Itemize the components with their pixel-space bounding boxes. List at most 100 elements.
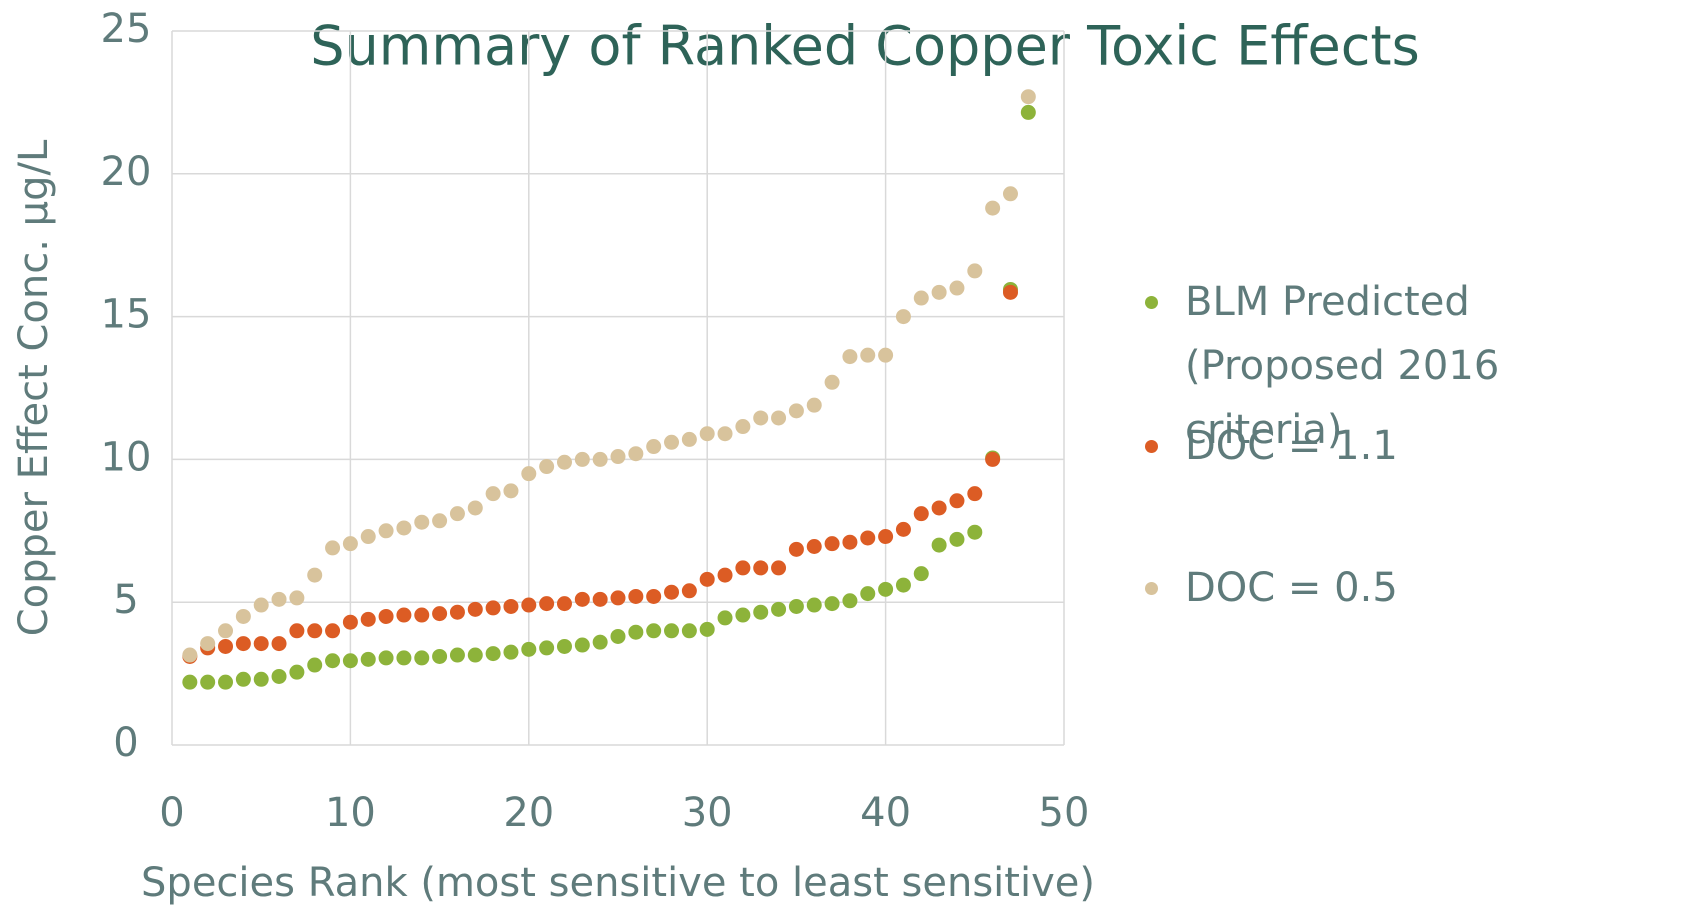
data-point <box>449 604 465 620</box>
legend-item: DOC = 1.1 <box>1145 414 1685 478</box>
data-point <box>218 623 234 639</box>
data-point <box>753 604 769 620</box>
data-point <box>432 648 448 664</box>
data-point <box>985 200 1001 216</box>
data-point <box>967 486 983 502</box>
data-point <box>396 650 412 666</box>
data-point <box>289 623 305 639</box>
data-point <box>414 607 430 623</box>
data-point <box>788 541 804 557</box>
data-point <box>271 636 287 652</box>
data-point <box>699 571 715 587</box>
data-point <box>878 347 894 363</box>
x-tick-label: 50 <box>1039 790 1090 836</box>
data-point <box>735 607 751 623</box>
legend-label: BLM Predicted (Proposed 2016 criteria) <box>1185 279 1500 453</box>
data-point <box>182 674 198 690</box>
data-point <box>610 449 626 465</box>
data-point <box>806 597 822 613</box>
data-point <box>467 500 483 516</box>
data-point <box>717 426 733 442</box>
data-point <box>895 577 911 593</box>
data-point <box>788 598 804 614</box>
data-point <box>610 590 626 606</box>
data-point <box>717 610 733 626</box>
data-point <box>467 601 483 617</box>
data-point <box>628 624 644 640</box>
data-point <box>521 466 537 482</box>
data-point <box>360 651 376 667</box>
x-tick-label: 20 <box>503 790 554 836</box>
data-point <box>414 650 430 666</box>
data-point <box>913 566 929 582</box>
data-point <box>360 529 376 545</box>
data-point <box>949 531 965 547</box>
data-point <box>967 524 983 540</box>
data-point <box>485 486 501 502</box>
data-point <box>485 646 501 662</box>
data-point <box>503 483 519 499</box>
data-point <box>325 653 341 669</box>
data-point <box>860 530 876 546</box>
data-point <box>842 534 858 550</box>
data-point <box>253 636 269 652</box>
y-tick-label: 15 <box>101 292 152 338</box>
data-point <box>610 628 626 644</box>
data-point <box>913 506 929 522</box>
data-point <box>432 513 448 529</box>
data-point <box>200 674 216 690</box>
data-point <box>592 634 608 650</box>
data-point <box>342 653 358 669</box>
data-point <box>1002 284 1018 300</box>
data-point <box>432 606 448 622</box>
data-point <box>646 439 662 455</box>
data-point <box>860 347 876 363</box>
data-point <box>360 611 376 627</box>
data-point <box>271 591 287 607</box>
y-tick-label: 25 <box>101 6 152 52</box>
data-point <box>985 451 1001 467</box>
data-point <box>824 596 840 612</box>
data-point <box>574 591 590 607</box>
legend-label: DOC = 1.1 <box>1185 423 1398 469</box>
data-point <box>414 514 430 530</box>
data-point <box>842 349 858 365</box>
data-point <box>931 537 947 553</box>
data-point <box>664 584 680 600</box>
data-point <box>556 638 572 654</box>
data-point <box>574 637 590 653</box>
data-point <box>449 506 465 522</box>
data-point <box>806 539 822 555</box>
data-point <box>664 434 680 450</box>
data-point <box>592 451 608 467</box>
data-point <box>253 597 269 613</box>
y-tick-label: 5 <box>113 577 138 623</box>
data-point <box>646 623 662 639</box>
data-point <box>396 607 412 623</box>
legend-marker <box>1145 582 1158 595</box>
data-point <box>931 284 947 300</box>
data-point <box>949 493 965 509</box>
y-tick-label: 10 <box>101 434 152 480</box>
data-point <box>253 671 269 687</box>
data-point <box>895 309 911 325</box>
data-point <box>574 451 590 467</box>
data-point <box>646 588 662 604</box>
data-point <box>235 608 251 624</box>
x-axis-label: Species Rank (most sensitive to least se… <box>141 860 1095 906</box>
data-point <box>878 529 894 545</box>
data-point <box>735 560 751 576</box>
data-point <box>895 521 911 537</box>
legend-marker <box>1145 296 1158 309</box>
legend-item: DOC = 0.5 <box>1145 556 1685 620</box>
data-point <box>1020 89 1036 105</box>
x-tick-label: 30 <box>682 790 733 836</box>
data-point <box>218 638 234 654</box>
data-point <box>753 410 769 426</box>
data-point <box>949 280 965 296</box>
data-point <box>860 586 876 602</box>
data-point <box>485 600 501 616</box>
data-point <box>1002 186 1018 202</box>
data-point <box>681 431 697 447</box>
